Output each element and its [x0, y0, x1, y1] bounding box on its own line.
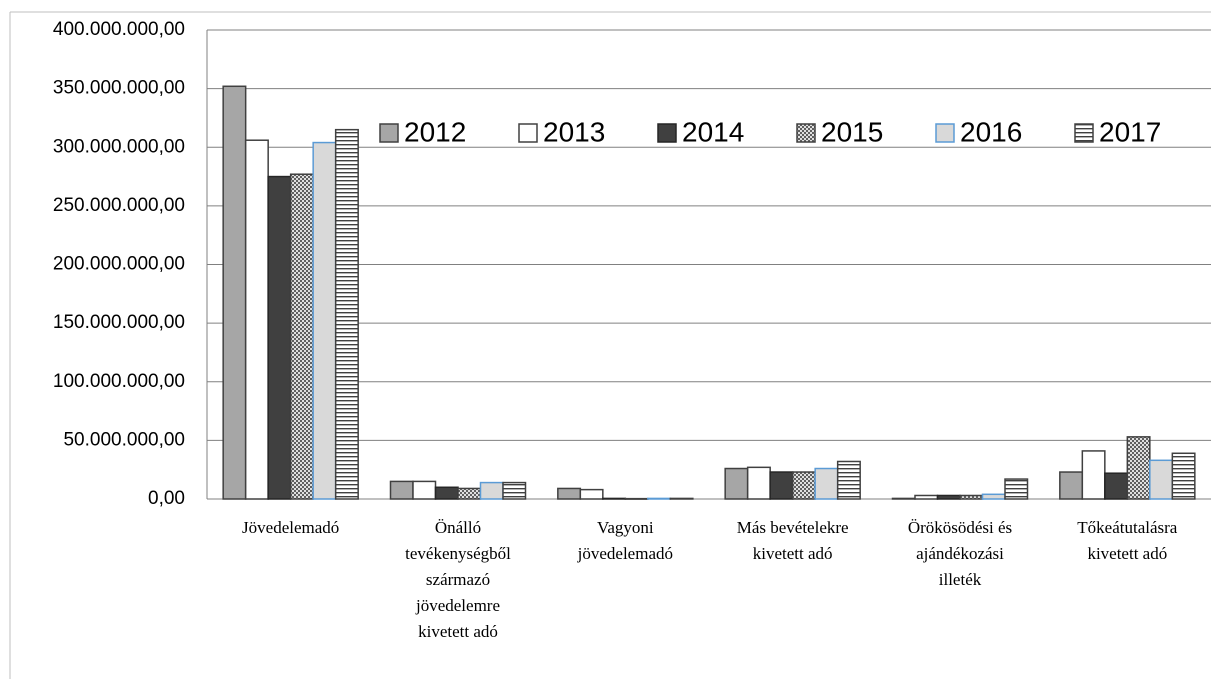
bar — [389, 480, 414, 500]
bar — [602, 497, 627, 500]
bar — [891, 497, 916, 500]
y-tick-label: 100.000.000,00 — [53, 371, 185, 392]
bar — [434, 486, 459, 500]
x-tick-label: Vagyoni jövedelemadó — [577, 518, 673, 563]
legend-swatch — [796, 123, 816, 143]
bar — [746, 466, 771, 500]
bar — [936, 494, 961, 500]
bar — [1126, 436, 1151, 500]
x-tick-label: Önálló tevékenységből származó jövedelem… — [405, 518, 511, 641]
bar — [479, 481, 504, 500]
bar — [1081, 450, 1106, 500]
legend-label: 2015 — [821, 116, 883, 147]
bar — [289, 173, 314, 500]
legend-label: 2013 — [543, 116, 605, 147]
x-tick-label: Tőkeátutalásra kivetett adó — [1077, 518, 1178, 563]
bar — [769, 471, 794, 500]
bar — [222, 85, 247, 500]
bar — [669, 497, 694, 500]
legend-label: 2012 — [404, 116, 466, 147]
y-tick-label: 300.000.000,00 — [53, 136, 185, 157]
y-tick-label: 200.000.000,00 — [53, 254, 185, 275]
bar — [1104, 472, 1129, 500]
bar — [1004, 478, 1029, 500]
bar — [244, 139, 269, 500]
legend-swatch — [379, 123, 399, 143]
bar — [557, 487, 582, 500]
bar — [334, 128, 359, 500]
bar — [412, 480, 437, 500]
bar — [457, 487, 482, 500]
y-tick-label: 150.000.000,00 — [53, 312, 185, 333]
bar — [724, 467, 749, 500]
legend-label: 2016 — [960, 116, 1022, 147]
bar — [647, 497, 672, 500]
legend-swatch — [935, 123, 955, 143]
bar — [267, 175, 292, 500]
x-tick-label: Jövedelemadó — [242, 518, 340, 537]
legend-swatch — [518, 123, 538, 143]
y-tick-label: 50.000.000,00 — [63, 429, 185, 450]
bar — [1171, 452, 1196, 500]
bar — [624, 497, 649, 500]
legend-label: 2014 — [682, 116, 744, 147]
x-tick-label: Más bevételekre kivetett adó — [736, 518, 849, 563]
bar — [579, 488, 604, 500]
legend-swatch — [1074, 123, 1094, 143]
bar — [981, 493, 1006, 500]
legend-label: 2017 — [1099, 116, 1161, 147]
bar — [502, 481, 527, 500]
bar — [312, 141, 337, 500]
bar — [914, 494, 939, 500]
y-tick-label: 350.000.000,00 — [53, 78, 185, 99]
bar — [959, 494, 984, 500]
bar — [1059, 471, 1084, 500]
legend-swatch — [657, 123, 677, 143]
y-tick-label: 250.000.000,00 — [53, 195, 185, 216]
bar — [1149, 459, 1174, 500]
bar — [791, 471, 816, 500]
y-tick-label: 0,00 — [148, 488, 185, 509]
x-tick-label: Örökösödési és ajándékozási illeték — [907, 518, 1013, 589]
bar — [836, 460, 861, 500]
y-tick-label: 400.000.000,00 — [53, 19, 185, 40]
bar — [814, 467, 839, 500]
